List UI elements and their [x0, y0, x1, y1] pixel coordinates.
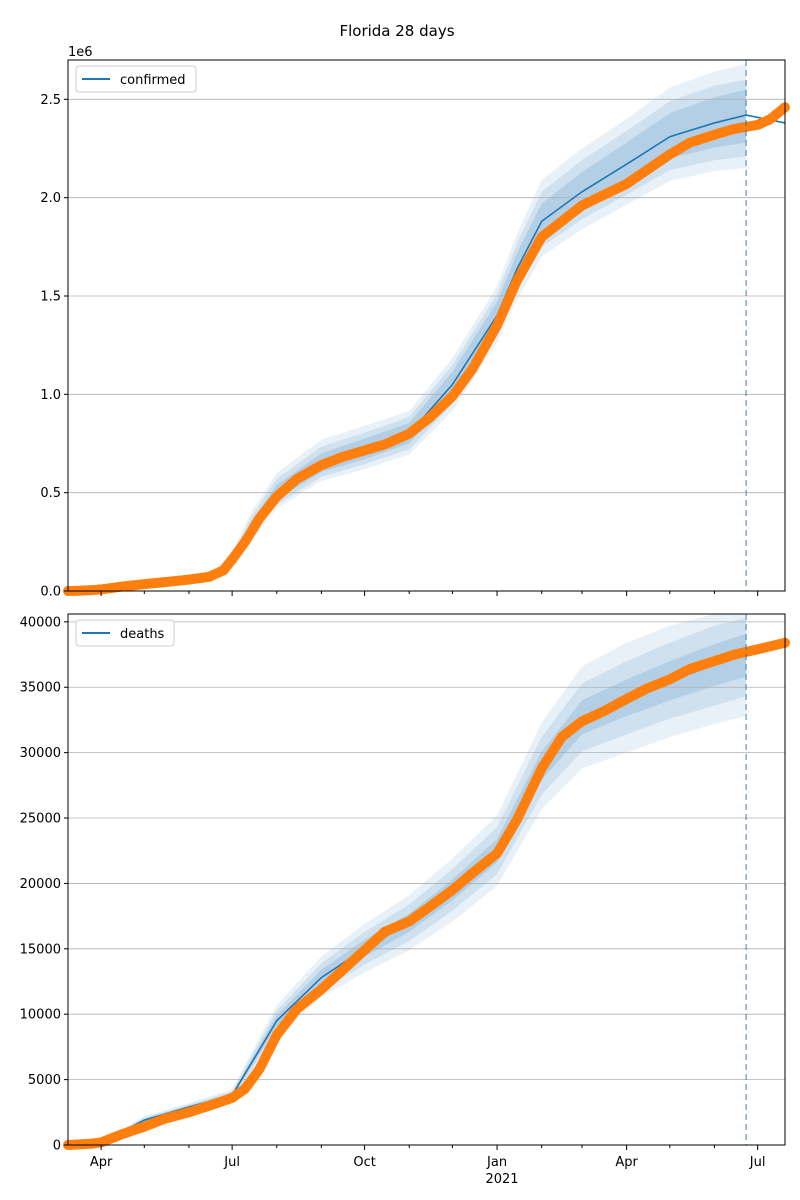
- axes-border: [67, 613, 786, 1146]
- band-90-region: [68, 617, 747, 1145]
- legend-label: confirmed: [120, 73, 186, 88]
- x-tick-label: Oct: [353, 1155, 375, 1170]
- y-tick-label: 1.0: [40, 388, 61, 403]
- model-median-line: [67, 114, 786, 592]
- y-tick-label: 0.0: [40, 585, 61, 600]
- y-tick-label: 15000: [20, 942, 61, 957]
- deaths-x-axis: Apr Jul Oct Jan Apr Jul: [90, 1145, 766, 1170]
- y-tick-label: 0: [53, 1139, 61, 1154]
- y-tick-label: 2.5: [40, 93, 61, 108]
- x-tick-label: Apr: [615, 1155, 638, 1170]
- deaths-panel: 0 5000 10000 15000 20000 25000 30000 35000 40000…: [20, 613, 790, 1170]
- y-tick-label: 0.5: [40, 486, 61, 501]
- band-50-region: [68, 89, 747, 591]
- y-tick-label: 10000: [20, 1008, 61, 1023]
- confirmed-x-ticks: [100, 591, 759, 596]
- x-tick-label: Jul: [223, 1155, 240, 1170]
- deaths-observed-points: [63, 637, 790, 1150]
- y-tick-label: 1.5: [40, 290, 61, 305]
- y-tick-label: 25000: [20, 812, 61, 827]
- band-50-region: [68, 633, 747, 1145]
- x-tick-label: Jul: [749, 1155, 766, 1170]
- confirmed-legend: confirmed: [75, 65, 197, 93]
- confirmed-model-line: [67, 114, 786, 592]
- confirmed-y-axis: 0.0 0.5 1.0 1.5 2.0 2.5: [40, 93, 68, 600]
- chart-title: Florida 28 days: [339, 22, 454, 40]
- legend-box: [75, 619, 175, 647]
- y-tick-label: 20000: [20, 877, 61, 892]
- axes-border: [67, 59, 786, 592]
- confirmed-observed-points: [63, 102, 790, 596]
- deaths-axes-frame: [67, 613, 786, 1146]
- band-98-region: [68, 614, 747, 1145]
- x-tick-label: Apr: [90, 1155, 113, 1170]
- deaths-gridlines: [68, 621, 785, 1146]
- y-tick-label: 30000: [20, 746, 61, 761]
- confirmed-axes-frame: [67, 59, 786, 592]
- x-tick-label: Jan: [486, 1155, 507, 1170]
- y-tick-label: 2.0: [40, 191, 61, 206]
- confirmed-uncertainty-bands: [68, 63, 747, 592]
- deaths-legend: deaths: [75, 619, 175, 647]
- confirmed-panel: 0.0 0.5 1.0 1.5 2.0 2.5 1e6 confirmed: [40, 45, 790, 600]
- y-tick-label: 40000: [20, 615, 61, 630]
- deaths-uncertainty-bands: [68, 614, 747, 1145]
- deaths-y-axis: 0 5000 10000 15000 20000 25000 30000 35000 40000: [20, 615, 68, 1154]
- y-tick-label: 5000: [28, 1073, 61, 1088]
- legend-label: deaths: [120, 627, 165, 642]
- legend-box: [75, 65, 197, 93]
- x-axis-year-label: 2021: [485, 1172, 518, 1187]
- confirmed-y-offset-label: 1e6: [68, 45, 93, 60]
- y-tick-label: 35000: [20, 681, 61, 696]
